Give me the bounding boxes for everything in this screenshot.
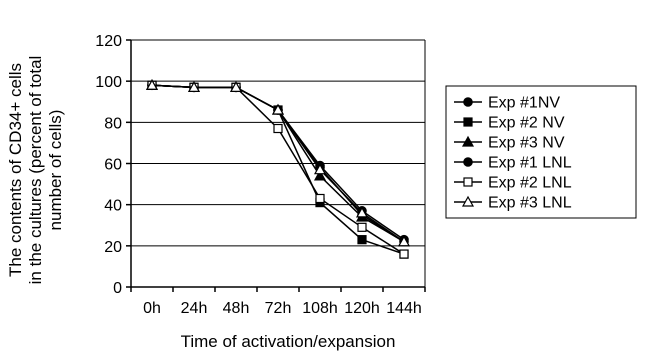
legend-label: Exp #2 LNL — [488, 175, 572, 192]
gridlines — [131, 39, 425, 247]
legend-item: Exp #1NV — [454, 95, 560, 112]
legend-marker — [463, 177, 473, 187]
legend-marker — [463, 117, 473, 127]
x-tick-label: 0h — [143, 300, 161, 317]
legend-label: Exp #3 NV — [488, 135, 565, 152]
x-axis-title: Time of activation/expansion — [181, 332, 396, 351]
x-tick-label: 72h — [265, 300, 292, 317]
legend-item: Exp #2 LNL — [454, 175, 572, 192]
data-point — [271, 103, 285, 115]
x-tick-label: 120h — [344, 300, 380, 317]
data-point — [397, 235, 411, 247]
series-6 — [145, 79, 411, 247]
data-point — [313, 169, 327, 181]
y-axis: 0 20 40 60 80 100 120 — [95, 33, 131, 297]
data-point — [355, 206, 369, 218]
legend-item: Exp #3 LNL — [454, 195, 572, 212]
y-axis-title-line-2: in the cultures (percent of total — [26, 56, 45, 285]
data-point — [399, 249, 409, 259]
x-tick-label: 144h — [386, 300, 422, 317]
data-point — [315, 193, 325, 204]
legend: Exp #1NV Exp #2 NV Exp #3 NV Exp #1 LNL Exp … — [445, 85, 637, 219]
y-tick-label: 100 — [95, 74, 122, 91]
legend-label: Exp #3 LNL — [488, 195, 572, 212]
y-axis-title-line-1: The contents of CD34+ cells — [6, 63, 25, 277]
y-axis-title-line-3: number of cells) — [46, 110, 65, 231]
legend-label: Exp #2 NV — [488, 115, 565, 132]
x-tick-label: 108h — [302, 300, 338, 317]
data-point — [357, 222, 367, 232]
x-tick-label: 48h — [223, 300, 250, 317]
y-tick-label: 120 — [95, 33, 122, 50]
data-point — [313, 163, 327, 175]
series-layer — [145, 79, 411, 259]
y-tick-label: 0 — [113, 280, 122, 297]
x-tick-label: 24h — [181, 300, 208, 317]
legend-marker — [463, 157, 473, 167]
legend-label: Exp #1 LNL — [488, 155, 572, 172]
data-point — [273, 123, 283, 134]
legend-marker — [463, 97, 473, 107]
legend-item: Exp #3 NV — [454, 135, 565, 152]
y-tick-label: 20 — [104, 239, 122, 256]
legend-item: Exp #2 NV — [454, 115, 565, 132]
y-tick-label: 80 — [104, 115, 122, 132]
legend-box — [445, 85, 637, 219]
data-point — [357, 235, 367, 245]
x-axis: 0h 24h 48h 72h 108h 120h 144h — [130, 287, 426, 317]
y-tick-label: 40 — [104, 198, 122, 215]
data-point — [145, 79, 159, 90]
legend-label: Exp #1NV — [488, 95, 560, 112]
data-point — [187, 81, 201, 92]
legend-item: Exp #1 LNL — [454, 155, 572, 172]
y-axis-title: The contents of CD34+ cells in the cultu… — [6, 56, 65, 285]
data-point — [229, 81, 243, 92]
y-tick-label: 60 — [104, 157, 122, 174]
legend-marker — [461, 135, 475, 147]
legend-marker — [461, 195, 475, 207]
